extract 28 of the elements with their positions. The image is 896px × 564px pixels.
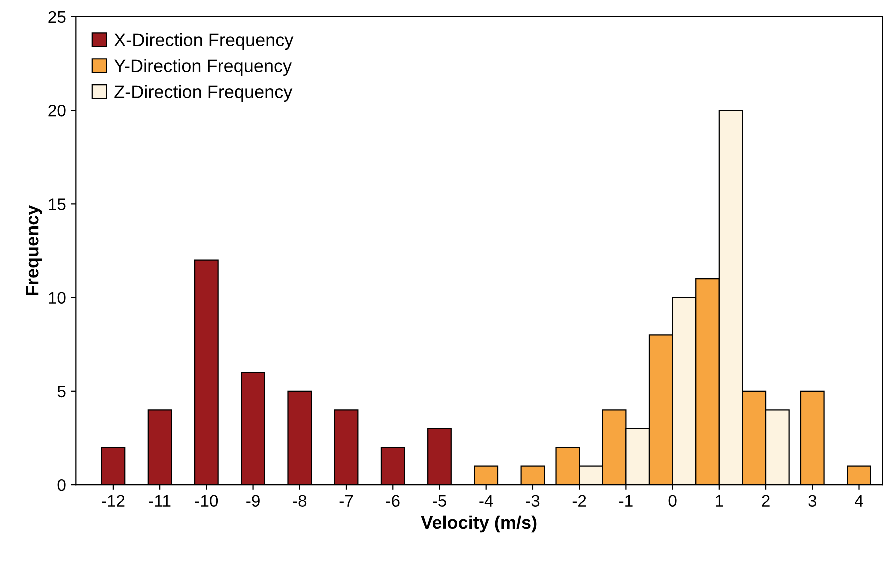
legend-label: X-Direction Frequency <box>114 33 294 50</box>
legend-label: Z-Direction Frequency <box>114 85 293 102</box>
x-tick-label: -3 <box>526 495 540 508</box>
x-tick-label: -8 <box>293 495 307 508</box>
y-tick-label: 5 <box>58 386 66 398</box>
x-tick-label: -6 <box>386 495 400 508</box>
x-tick-label: -1 <box>620 495 633 507</box>
x-tick-label: 3 <box>808 495 817 508</box>
y-tick-label: 20 <box>48 104 66 117</box>
x-tick-label: -10 <box>195 495 218 508</box>
x-tick-label: -7 <box>340 495 354 507</box>
x-tick-label: -11 <box>149 495 171 507</box>
legend-label: Y-Direction Frequency <box>114 59 292 76</box>
x-tick-label: 1 <box>716 495 724 507</box>
x-tick-label: -5 <box>433 495 446 508</box>
y-axis-title: Frequency <box>26 205 42 296</box>
y-tick-label: 15 <box>49 198 66 210</box>
x-tick-label: -12 <box>102 495 125 507</box>
x-tick-label: -9 <box>246 495 260 508</box>
x-tick-label: -2 <box>572 495 586 507</box>
y-tick-label: 0 <box>58 479 66 492</box>
x-tick-label: 4 <box>855 495 864 507</box>
y-tick-label: 25 <box>48 11 66 24</box>
x-axis-title: Velocity (m/s) <box>421 516 537 533</box>
y-tick-label: 10 <box>49 292 66 304</box>
x-tick-label: 0 <box>668 495 677 508</box>
x-tick-label: 2 <box>762 495 770 507</box>
x-tick-label: -4 <box>480 495 494 507</box>
